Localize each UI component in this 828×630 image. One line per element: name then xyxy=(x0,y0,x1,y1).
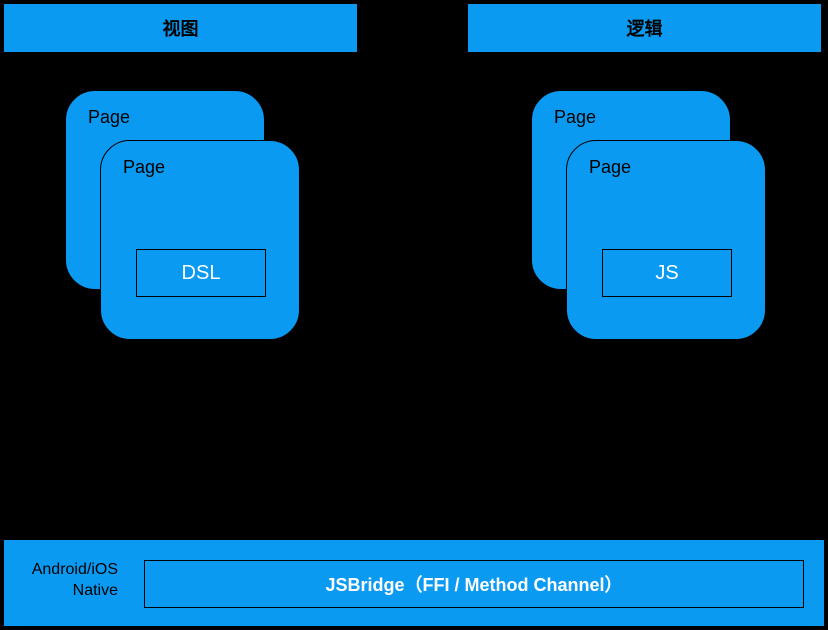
right-inner-box: JS xyxy=(602,249,732,297)
header-view: 视图 xyxy=(3,3,358,53)
native-line2: Native xyxy=(73,582,118,599)
native-label: Android/iOS Native xyxy=(18,560,118,602)
header-logic: 逻辑 xyxy=(467,3,822,53)
left-inner-box: DSL xyxy=(136,249,266,297)
left-page-front: Page DSL xyxy=(100,140,300,340)
left-page-front-label: Page xyxy=(123,157,165,178)
jsbridge-box: JSBridge（FFI / Method Channel） xyxy=(144,560,804,608)
bottom-bar: Android/iOS Native JSBridge（FFI / Method… xyxy=(3,539,825,627)
header-view-label: 视图 xyxy=(163,15,199,41)
native-line1: Android/iOS xyxy=(32,561,118,578)
left-inner-text: DSL xyxy=(182,262,221,285)
right-page-back-label: Page xyxy=(554,107,596,128)
right-page-front: Page JS xyxy=(566,140,766,340)
jsbridge-text: JSBridge（FFI / Method Channel） xyxy=(325,571,622,597)
right-page-front-label: Page xyxy=(589,157,631,178)
header-logic-label: 逻辑 xyxy=(627,15,663,41)
right-inner-text: JS xyxy=(655,262,678,285)
left-page-back-label: Page xyxy=(88,107,130,128)
